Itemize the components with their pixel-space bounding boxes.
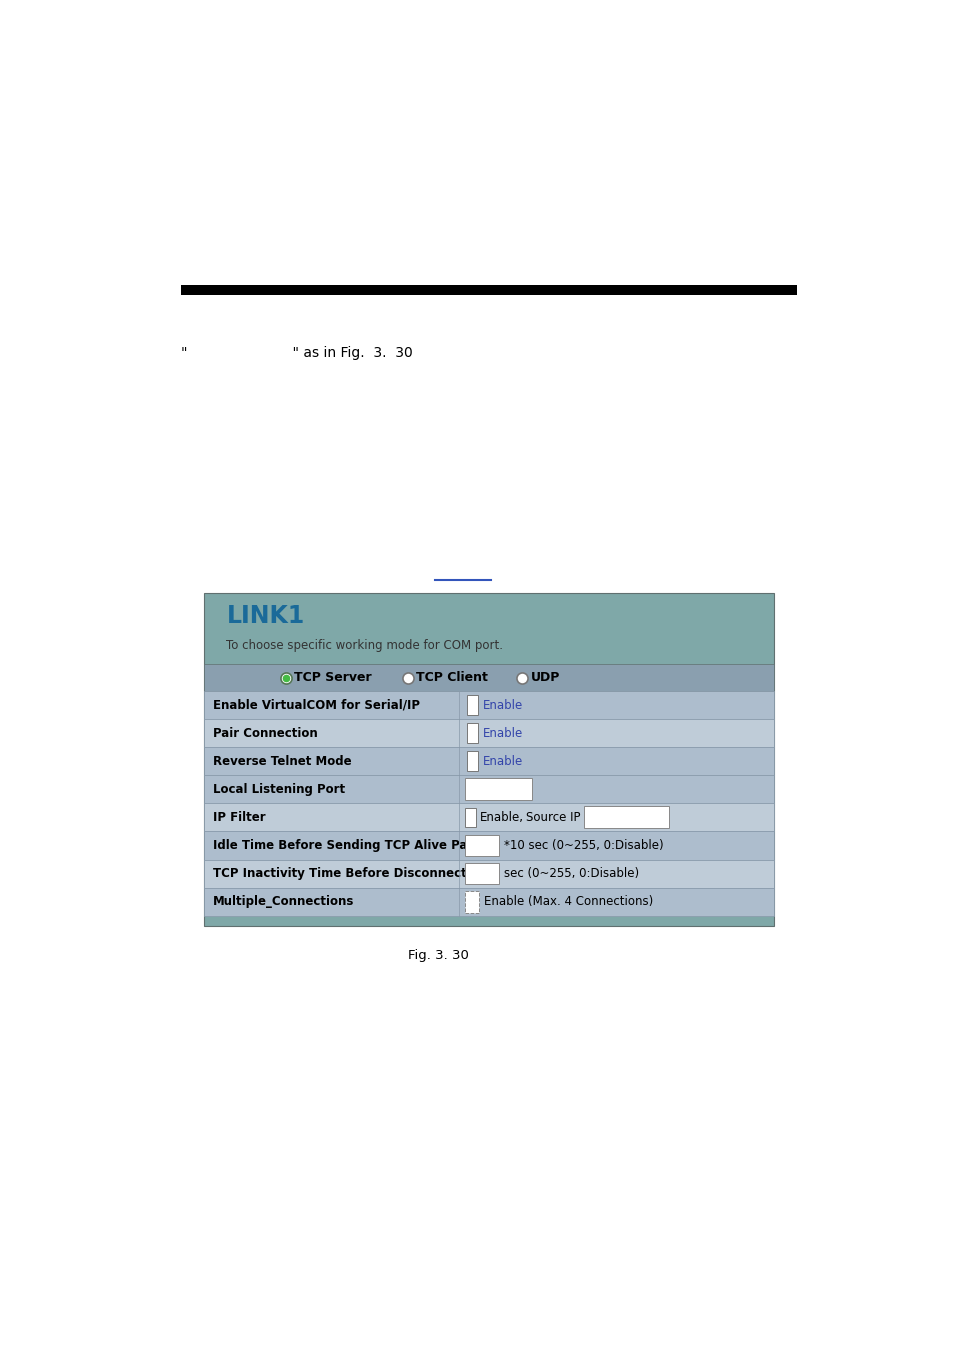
Text: Enable: Enable [482,726,522,740]
FancyBboxPatch shape [465,779,531,801]
Text: TCP Server: TCP Server [294,671,372,684]
Text: Idle Time Before Sending TCP Alive Packet: Idle Time Before Sending TCP Alive Packe… [213,838,495,852]
FancyBboxPatch shape [583,806,668,829]
FancyBboxPatch shape [204,803,773,832]
Text: sec (0~255, 0:Disable): sec (0~255, 0:Disable) [504,867,639,880]
Text: 0: 0 [469,867,476,880]
FancyBboxPatch shape [465,834,498,856]
Text: To choose specific working mode for COM port.: To choose specific working mode for COM … [226,639,503,652]
Text: TCP Client: TCP Client [416,671,488,684]
Text: 0.0.0.0: 0.0.0.0 [587,811,627,824]
Text: ✓: ✓ [466,896,476,907]
Text: Multiple_Connections: Multiple_Connections [213,895,355,909]
Text: Reverse Telnet Mode: Reverse Telnet Mode [213,755,352,768]
Text: Enable,: Enable, [479,811,523,824]
FancyBboxPatch shape [204,748,773,775]
Text: IP Filter: IP Filter [213,811,266,824]
FancyBboxPatch shape [204,691,773,720]
FancyBboxPatch shape [204,775,773,803]
FancyBboxPatch shape [466,752,477,771]
FancyBboxPatch shape [204,720,773,748]
FancyBboxPatch shape [466,724,477,742]
Text: UDP: UDP [531,671,559,684]
Text: Fig. 3. 30: Fig. 3. 30 [408,949,469,961]
FancyBboxPatch shape [204,860,773,887]
Text: Enable: Enable [482,755,522,768]
FancyBboxPatch shape [204,594,773,926]
Text: 4660: 4660 [469,783,498,796]
FancyBboxPatch shape [204,664,773,691]
FancyBboxPatch shape [466,695,477,716]
FancyBboxPatch shape [465,891,478,913]
FancyBboxPatch shape [204,832,773,860]
Text: Enable (Max. 4 Connections): Enable (Max. 4 Connections) [484,895,653,909]
FancyBboxPatch shape [204,887,773,915]
FancyBboxPatch shape [465,807,476,828]
Text: 4: 4 [469,838,476,852]
Text: *10 sec (0~255, 0:Disable): *10 sec (0~255, 0:Disable) [504,838,663,852]
Text: Enable: Enable [482,699,522,711]
Text: Source IP :: Source IP : [525,811,588,824]
Text: Local Listening Port: Local Listening Port [213,783,345,796]
FancyBboxPatch shape [465,863,498,884]
FancyBboxPatch shape [180,285,797,296]
Text: LINK1: LINK1 [226,603,304,628]
Text: Enable VirtualCOM for Serial/IP: Enable VirtualCOM for Serial/IP [213,699,419,711]
Text: Pair Connection: Pair Connection [213,726,317,740]
Text: "                        " as in Fig.  3.  30: " " as in Fig. 3. 30 [180,346,412,360]
Text: TCP Inactivity Time Before Disconnect: TCP Inactivity Time Before Disconnect [213,867,466,880]
